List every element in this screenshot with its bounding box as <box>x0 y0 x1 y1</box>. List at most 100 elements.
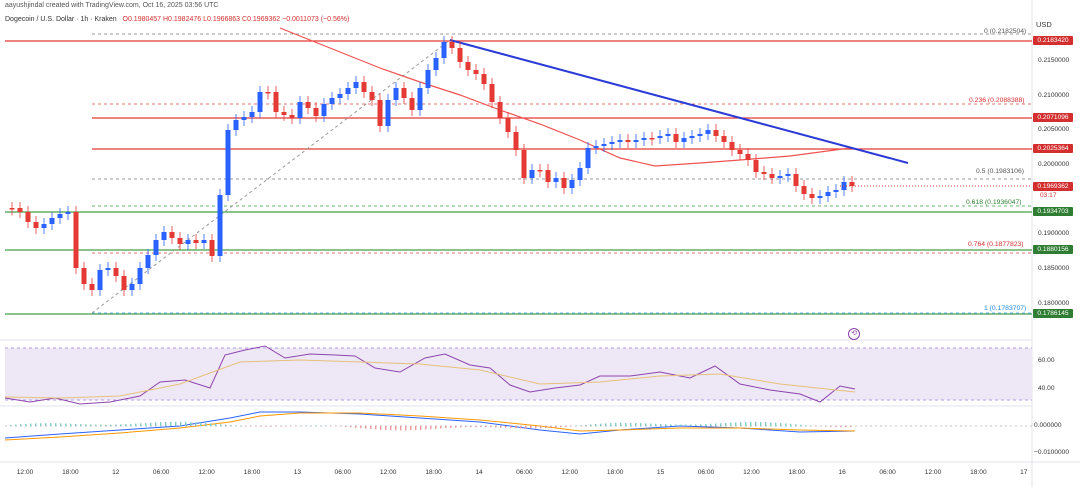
candle-body <box>697 134 703 136</box>
candle-body <box>321 104 327 116</box>
macd-histogram-bar <box>735 422 737 426</box>
macd-histogram-bar <box>110 424 112 426</box>
macd-histogram-bar <box>650 423 652 426</box>
macd-tick: 0.000000 <box>1034 422 1062 429</box>
macd-histogram-bar <box>615 422 617 426</box>
candle-body <box>577 168 583 180</box>
time-tick: 18:00 <box>606 469 624 476</box>
macd-histogram-bar <box>765 422 767 426</box>
candle-body <box>801 186 807 194</box>
candle-body <box>785 174 791 176</box>
candle-body <box>81 268 87 284</box>
macd-histogram-bar <box>465 426 467 428</box>
axis-currency: USD <box>1036 20 1052 29</box>
macd-histogram-bar <box>680 424 682 426</box>
macd-histogram-bar <box>150 422 152 426</box>
macd-histogram-bar <box>775 422 777 426</box>
candle-body <box>545 170 551 182</box>
macd-histogram-bar <box>250 426 252 427</box>
time-tick: 18:00 <box>243 469 261 476</box>
macd-histogram-bar <box>620 422 622 426</box>
candle-body <box>569 180 575 188</box>
macd-histogram-bar <box>215 423 217 426</box>
macd-histogram-bar <box>695 424 697 426</box>
time-tick: 12:00 <box>16 469 34 476</box>
macd-histogram-bar <box>360 426 362 429</box>
time-tick: 12:00 <box>924 469 942 476</box>
candle-body <box>441 42 447 58</box>
macd-histogram-bar <box>760 422 762 426</box>
rsi-tick: 60.00 <box>1038 357 1055 364</box>
symbol-name[interactable]: Dogecoin / U.S. Dollar · 1h · Kraken <box>5 16 117 23</box>
candle-body <box>345 88 351 94</box>
macd-histogram-bar <box>335 426 337 427</box>
candle-body <box>329 98 335 104</box>
macd-histogram <box>10 421 852 431</box>
time-tick: 18:00 <box>425 469 442 476</box>
candle-body <box>729 142 735 150</box>
candle-body <box>657 136 663 138</box>
macd-histogram-bar <box>330 426 332 427</box>
macd-histogram-bar <box>120 424 122 426</box>
macd-histogram-bar <box>845 426 847 428</box>
macd-histogram-bar <box>300 425 302 427</box>
macd-histogram-bar <box>325 425 327 427</box>
candle-body <box>121 276 127 290</box>
macd-histogram-bar <box>560 426 562 428</box>
macd-histogram-bar <box>645 423 647 426</box>
time-tick: 18:00 <box>788 469 806 476</box>
macd-histogram-bar <box>425 426 427 430</box>
macd-histogram-bar <box>745 422 747 426</box>
time-tick: 06:00 <box>879 469 896 476</box>
macd-histogram-bar <box>155 422 157 426</box>
macd-histogram-bar <box>65 423 67 426</box>
macd-histogram-bar <box>475 426 477 428</box>
candle-body <box>361 82 367 92</box>
candle-body <box>585 148 591 168</box>
macd-histogram-bar <box>520 426 522 429</box>
macd-histogram-bar <box>380 426 382 430</box>
symbol-ohlc-row: Dogecoin / U.S. Dollar · 1h · Kraken O0.… <box>5 16 349 23</box>
candle-body <box>177 238 183 244</box>
macd-histogram-bar <box>445 426 447 429</box>
candle-body <box>817 196 823 198</box>
macd-histogram-bar <box>430 426 432 430</box>
macd-histogram-bar <box>370 426 372 430</box>
macd-histogram-bar <box>815 426 817 427</box>
candle-body <box>393 88 399 100</box>
macd-histogram-bar <box>40 423 42 426</box>
macd-histogram-bar <box>340 426 342 427</box>
candle-body <box>193 240 199 243</box>
macd-histogram-bar <box>625 422 627 426</box>
price-tick: 0.1900000 <box>1038 230 1070 237</box>
price-tick: 0.2150000 <box>1038 57 1070 64</box>
macd-histogram-bar <box>45 423 47 426</box>
replay-icon[interactable]: ⟲ <box>848 328 860 340</box>
candle-body <box>137 268 143 284</box>
macd-histogram-bar <box>550 426 552 428</box>
macd-histogram-bar <box>690 424 692 426</box>
macd-histogram-bar <box>795 424 797 426</box>
candle-body <box>505 118 511 132</box>
candle-body <box>633 140 639 142</box>
candle-body <box>273 92 279 112</box>
candle-body <box>513 132 519 150</box>
fib-trend-diagonal <box>91 39 451 314</box>
candle-body <box>297 102 303 118</box>
macd-histogram-bar <box>790 423 792 426</box>
time-tick: 06:00 <box>334 469 352 476</box>
candle-body <box>473 70 479 74</box>
price-tick: 0.2000000 <box>1038 161 1070 168</box>
macd-histogram-bar <box>555 426 557 428</box>
macd-histogram-bar <box>535 426 537 429</box>
macd-histogram-bar <box>435 426 437 429</box>
macd-histogram-bar <box>525 426 527 429</box>
candle-body <box>601 144 607 146</box>
candle-body <box>761 172 767 174</box>
macd-histogram-bar <box>810 425 812 427</box>
time-tick: 18:00 <box>62 469 79 476</box>
candle-body <box>153 240 159 255</box>
macd-histogram-bar <box>350 426 352 428</box>
candle-body <box>89 284 95 290</box>
